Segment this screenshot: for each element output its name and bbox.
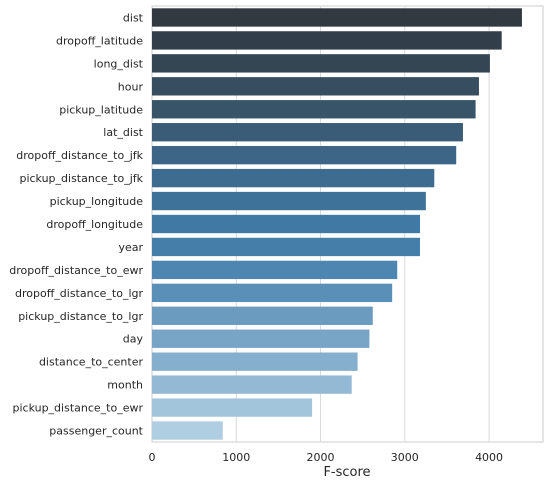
y-tick-label: hour [118,80,144,93]
x-tick-label: 3000 [391,451,419,464]
y-tick-label: passenger_count [49,425,143,438]
y-tick-label: year [118,241,143,254]
x-tick-labels: 0 1000 2000 3000 4000 [149,451,504,464]
y-tick-label: dropoff_latitude [56,34,143,47]
x-axis-label: F-score [323,465,370,480]
bar-pickup-distance-to-jfk [152,168,435,188]
y-tick-label: distance_to_center [39,356,144,369]
bars [152,8,522,440]
y-tick-label: lat_dist [103,126,143,139]
bar-dist [152,8,522,27]
y-tick-label: day [123,333,144,346]
bar-pickup-distance-to-lgr [152,306,373,325]
bar-dropoff-distance-to-jfk [152,145,457,165]
y-tick-label: pickup_distance_to_jfk [19,172,143,185]
bar-day [152,329,370,348]
y-tick-label: pickup_distance_to_lgr [18,310,143,323]
bar-dropoff-distance-to-lgr [152,283,393,303]
y-tick-label: dropoff_distance_to_ewr [9,264,143,277]
bar-pickup-distance-to-ewr [152,398,313,417]
y-tick-label: pickup_latitude [59,103,143,116]
y-tick-label: long_dist [94,57,144,70]
y-tick-label: month [107,379,143,392]
bar-pickup-latitude [152,100,476,119]
x-tick-label: 0 [149,451,156,464]
bar-dropoff-distance-to-ewr [152,260,398,280]
bar-dropoff-longitude [152,214,420,234]
bar-month [152,375,352,394]
y-tick-label: dropoff_distance_to_lgr [15,287,143,300]
bar-passenger-count [152,421,223,440]
y-tick-label: dropoff_longitude [46,218,143,231]
x-tick-label: 2000 [307,451,335,464]
y-tick-label: pickup_distance_to_ewr [12,402,143,415]
bar-distance-to-center [152,352,358,371]
x-tick-label: 4000 [475,451,503,464]
bar-long-dist [152,54,490,73]
x-tick-label: 1000 [222,451,250,464]
y-tick-label: dist [123,11,144,24]
bar-hour [152,77,479,96]
bar-year [152,237,420,257]
bar-lat-dist [152,123,463,142]
bar-pickup-longitude [152,191,426,211]
y-tick-label: pickup_longitude [50,195,144,208]
y-tick-label: dropoff_distance_to_jfk [16,149,143,162]
bar-dropoff-latitude [152,31,502,50]
